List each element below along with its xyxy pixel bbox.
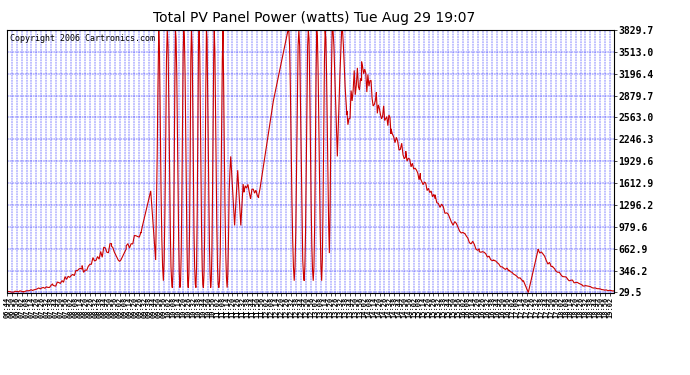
Text: Copyright 2006 Cartronics.com: Copyright 2006 Cartronics.com <box>10 34 155 43</box>
Text: Total PV Panel Power (watts) Tue Aug 29 19:07: Total PV Panel Power (watts) Tue Aug 29 … <box>152 11 475 25</box>
